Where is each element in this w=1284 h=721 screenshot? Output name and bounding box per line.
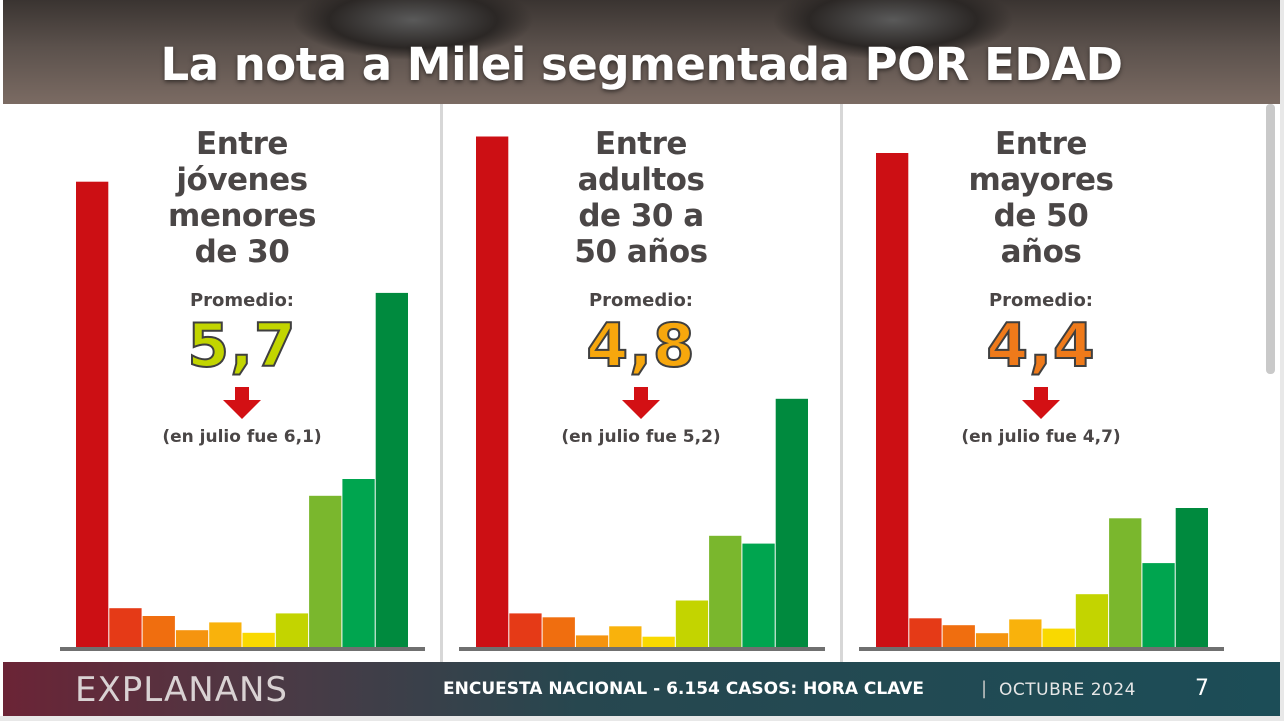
bar-2 — [909, 618, 942, 647]
bar-6 — [1042, 628, 1075, 647]
survey-date: OCTUBRE 2024 — [999, 680, 1136, 700]
bar-8 — [709, 535, 742, 647]
promedio-value: 4,4 — [985, 311, 1096, 381]
bar-6 — [242, 632, 275, 647]
title-line: Entre — [196, 126, 288, 162]
bar-1 — [876, 153, 909, 647]
bar-8 — [309, 495, 342, 647]
x-axis-line — [459, 647, 825, 651]
bar-4 — [175, 630, 209, 647]
bar-1 — [476, 136, 509, 647]
bar-3 — [142, 616, 175, 647]
window-edge — [0, 716, 1284, 721]
title-line: Entre — [995, 126, 1087, 162]
bar-5 — [1009, 619, 1042, 647]
title-line: años — [1000, 234, 1082, 270]
bar-7 — [1075, 594, 1109, 647]
down-arrow-icon — [223, 387, 261, 421]
title-line: menores — [168, 198, 316, 234]
bar-6 — [642, 636, 675, 647]
down-arrow-icon — [1022, 387, 1060, 421]
x-axis-line — [859, 647, 1224, 651]
scrollbar[interactable] — [1266, 104, 1275, 374]
window-edge — [1280, 0, 1284, 721]
slide-title: La nota a Milei segmentada POR EDAD — [160, 38, 1123, 91]
survey-prefix: ENCUESTA NACIONAL - 6.154 CASOS: — [443, 679, 804, 699]
bar-9 — [342, 479, 375, 647]
bar-2 — [509, 613, 542, 647]
bar-7 — [275, 613, 309, 647]
title-line: mayores — [968, 162, 1114, 198]
previous-note: (en julio fue 6,1) — [162, 427, 322, 447]
panel-divider — [840, 104, 843, 662]
promedio-label: Promedio: — [588, 290, 694, 311]
footer-separator: | — [981, 678, 988, 699]
bar-3 — [542, 617, 575, 647]
bar-4 — [975, 633, 1009, 647]
group-title: Entre adultos de 30 a 50 años — [541, 126, 741, 270]
bar-10 — [775, 398, 808, 647]
bar-1 — [76, 181, 109, 647]
bar-3 — [942, 625, 975, 647]
group-jovenes: Entre jóvenes menores de 30 Promedio: 5,… — [142, 126, 342, 447]
promedio-label: Promedio: — [189, 290, 295, 311]
title-line: de 30 a — [578, 198, 704, 234]
group-adultos: Entre adultos de 30 a 50 años Promedio: … — [541, 126, 741, 447]
bar-5 — [609, 626, 642, 647]
down-arrow-icon — [622, 387, 660, 421]
bar-4 — [575, 635, 609, 647]
bar-7 — [675, 600, 709, 647]
promedio-value: 4,8 — [585, 311, 696, 381]
title-line: jóvenes — [176, 162, 308, 198]
group-title: Entre jóvenes menores de 30 — [142, 126, 342, 270]
bar-10 — [1175, 508, 1208, 647]
bar-2 — [109, 608, 142, 647]
previous-note: (en julio fue 5,2) — [561, 427, 721, 447]
title-line: de 50 — [993, 198, 1089, 234]
promedio-label: Promedio: — [988, 290, 1094, 311]
bar-9 — [742, 543, 775, 647]
group-mayores: Entre mayores de 50 años Promedio: 4,4 (… — [941, 126, 1141, 447]
title-line: de 30 — [194, 234, 290, 270]
promedio-value: 5,7 — [186, 311, 297, 381]
bar-9 — [1142, 563, 1175, 647]
x-axis-line — [60, 647, 425, 651]
brand-logo: EXPLANANS — [75, 670, 288, 710]
bar-8 — [1109, 518, 1142, 647]
title-line: Entre — [595, 126, 687, 162]
footer-bar: EXPLANANS ENCUESTA NACIONAL - 6.154 CASO… — [3, 662, 1280, 716]
page-number: 7 — [1195, 676, 1209, 701]
group-title: Entre mayores de 50 años — [941, 126, 1141, 270]
survey-client: HORA CLAVE — [803, 679, 924, 699]
survey-info: ENCUESTA NACIONAL - 6.154 CASOS: HORA CL… — [443, 679, 924, 699]
bar-10 — [375, 292, 408, 647]
title-line: 50 años — [574, 234, 708, 270]
header-banner: La nota a Milei segmentada POR EDAD — [3, 0, 1280, 104]
bar-5 — [209, 622, 242, 647]
previous-note: (en julio fue 4,7) — [961, 427, 1121, 447]
title-line: adultos — [577, 162, 705, 198]
panel-divider — [440, 104, 443, 662]
